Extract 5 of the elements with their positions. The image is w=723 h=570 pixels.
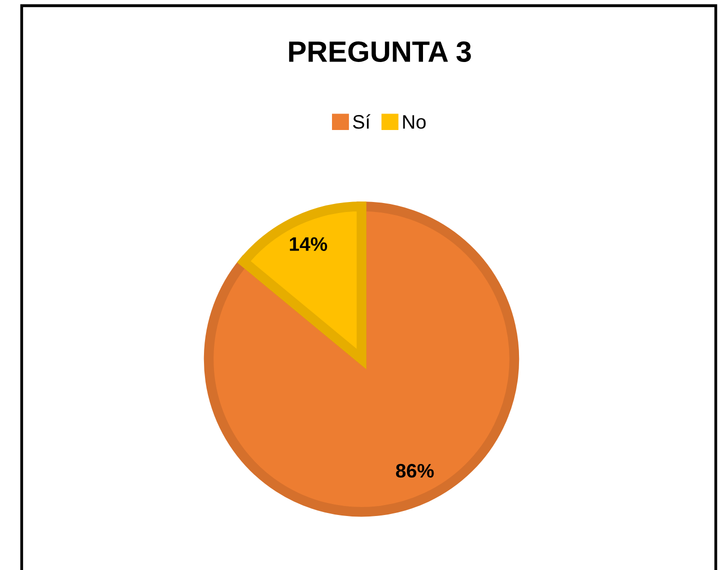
data-label: 14% <box>290 237 328 251</box>
legend-label: No <box>403 115 426 129</box>
legend-label: Sí <box>353 114 370 129</box>
data-label: 86% <box>396 464 434 478</box>
chart-title: PREGUNTA 3 <box>289 41 471 62</box>
